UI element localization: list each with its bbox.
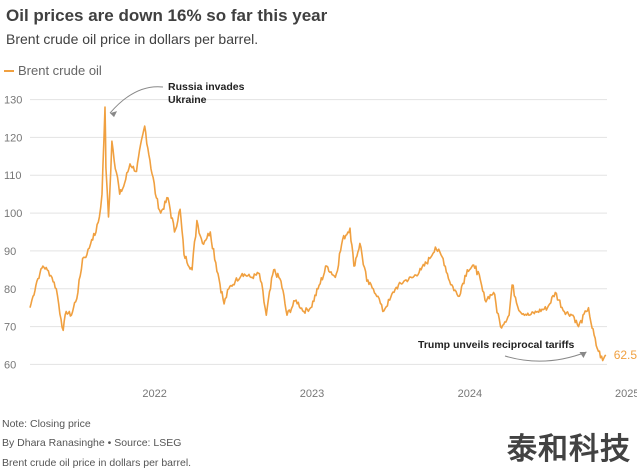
- byline: By Dhara Ranasinghe: [2, 437, 105, 449]
- chart-subtitle: Brent crude oil price in dollars per bar…: [6, 31, 259, 47]
- annotation-tariffs-arrowhead: [579, 352, 587, 358]
- chart-title: Oil prices are down 16% so far this year: [6, 6, 328, 25]
- y-tick-label: 130: [4, 95, 22, 107]
- x-tick-label: 2023: [300, 388, 324, 400]
- footer-byline: By Dhara Ranasinghe • Source: LSEG: [2, 437, 181, 449]
- y-tick-label: 110: [4, 170, 22, 182]
- source-separator: •: [107, 437, 112, 449]
- annotation-russia-label-line2: Ukraine: [168, 94, 207, 106]
- source: Source: LSEG: [114, 437, 182, 449]
- legend: Brent crude oil: [4, 63, 102, 78]
- y-tick-label: 70: [4, 322, 16, 334]
- annotation-russia-label: Russia invades: [168, 81, 245, 93]
- annotation-tariffs-label: Trump unveils reciprocal tariffs: [418, 339, 575, 351]
- footer-caption: Brent crude oil price in dollars per bar…: [2, 457, 192, 469]
- y-tick-label: 120: [4, 132, 22, 144]
- annotation-russia-arrowhead: [110, 111, 118, 118]
- legend-label: Brent crude oil: [18, 63, 102, 78]
- x-tick-label: 2022: [142, 388, 166, 400]
- y-tick-label: 90: [4, 246, 16, 258]
- annotation-russia-arrow: [109, 86, 164, 114]
- y-tick-label: 100: [4, 208, 22, 220]
- series-line-brent: [29, 106, 607, 362]
- last-value-label: 62.52: [614, 348, 637, 362]
- footer-note: Note: Closing price: [2, 418, 91, 430]
- y-tick-label: 60: [4, 359, 16, 371]
- y-tick-label: 80: [4, 284, 16, 296]
- x-tick-label: 2025: [615, 388, 637, 400]
- legend-swatch: [4, 69, 14, 72]
- annotation-tariffs-arrow: [504, 351, 587, 362]
- watermark-logo: 泰和科技: [507, 432, 631, 467]
- x-tick-label: 2024: [458, 388, 482, 400]
